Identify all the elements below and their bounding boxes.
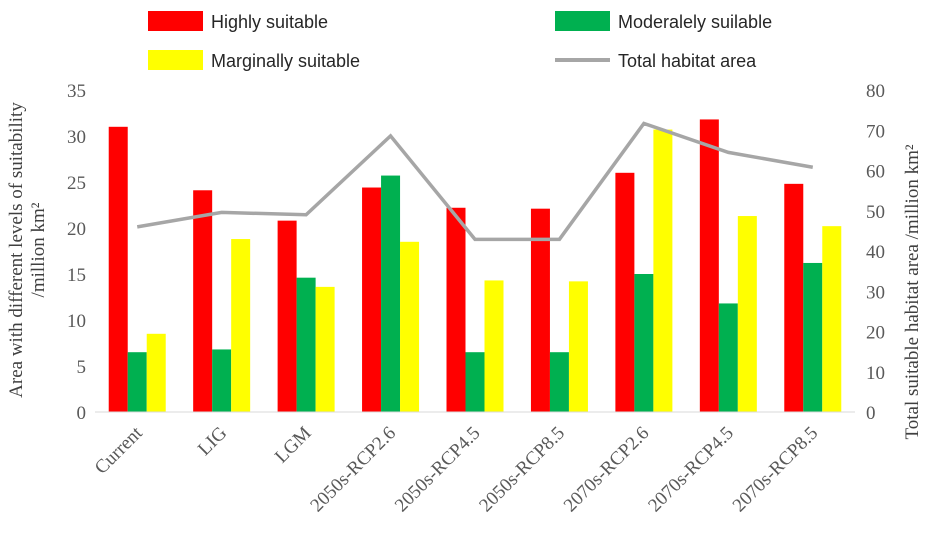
bar-highly-suitable	[362, 187, 382, 412]
y-tick-label: 35	[67, 81, 86, 102]
x-tick-label: LIG	[194, 422, 231, 459]
bar-marginally-suitable	[568, 281, 588, 412]
y2-tick-label: 40	[866, 242, 885, 263]
bar-marginally-suitable	[231, 239, 251, 412]
bar-highly-suitable	[699, 119, 719, 412]
bar-moderalely-suilable	[634, 274, 654, 412]
bar-highly-suitable	[193, 190, 213, 412]
y2-tick-label: 10	[866, 363, 885, 384]
y2-tick-label: 50	[866, 202, 885, 223]
legend-swatch-marginally-suitable	[148, 50, 203, 70]
x-tick-label: LGM	[271, 423, 316, 468]
bar-marginally-suitable	[653, 129, 673, 412]
bar-moderalely-suilable	[465, 352, 485, 412]
y2-tick-label: 70	[866, 121, 885, 142]
x-tick-label: 2050s-RCP8.5	[475, 423, 569, 517]
y-tick-label: 25	[67, 173, 86, 194]
y-axis-title-units: /million km²	[28, 202, 49, 297]
y-tick-label: 30	[67, 127, 86, 148]
x-tick-label: Current	[91, 422, 147, 478]
y-tick-label: 15	[67, 265, 86, 286]
y-tick-label: 20	[67, 219, 86, 240]
x-axis-ticks: Current LIG LGM2050s-RCP2.62050s-RCP4.5205…	[91, 422, 822, 516]
legend-label-marginally-suitable: Marginally suitable	[211, 51, 360, 71]
bar-moderalely-suilable	[381, 175, 401, 412]
legend: Highly suitable Moderalely suilable Marg…	[148, 11, 772, 71]
y-tick-label: 0	[77, 403, 87, 424]
bar-moderalely-suilable	[803, 262, 823, 412]
legend-label-moderately-suitable: Moderalely suilable	[618, 12, 772, 32]
bar-highly-suitable	[277, 220, 297, 412]
legend-swatch-moderately-suitable	[555, 11, 610, 31]
y-tick-label: 10	[67, 311, 86, 332]
x-tick-label: 2050s-RCP4.5	[391, 423, 485, 517]
y2-tick-label: 80	[866, 81, 885, 102]
bar-marginally-suitable	[315, 286, 335, 412]
bar-highly-suitable	[446, 207, 466, 412]
bar-moderalely-suilable	[718, 303, 738, 412]
lines	[136, 121, 814, 242]
bar-moderalely-suilable	[127, 352, 147, 412]
legend-swatch-highly-suitable	[148, 11, 203, 31]
bar-marginally-suitable	[484, 280, 504, 412]
line-total-habitat-area	[136, 121, 814, 242]
bar-moderalely-suilable	[296, 277, 316, 412]
bar-marginally-suitable	[822, 226, 842, 412]
y2-tick-label: 30	[866, 282, 885, 303]
bars	[108, 119, 842, 413]
x-tick-label: 2070s-RCP2.6	[560, 423, 654, 517]
bar-highly-suitable	[108, 126, 128, 413]
x-tick-label: 2050s-RCP2.6	[306, 423, 400, 517]
bar-highly-suitable	[530, 208, 550, 412]
bar-marginally-suitable	[737, 216, 757, 412]
y-axis-title: Area with different levels of suitabilit…	[6, 102, 27, 398]
x-tick-label: 2070s-RCP4.5	[644, 423, 738, 517]
bar-highly-suitable	[615, 172, 635, 412]
bar-moderalely-suilable	[549, 352, 569, 412]
bar-marginally-suitable	[146, 333, 166, 412]
y-tick-label: 5	[77, 357, 87, 378]
y2-axis-title: Total suitable habitat area /million km²	[902, 144, 923, 439]
y2-tick-label: 20	[866, 323, 885, 344]
bar-moderalely-suilable	[212, 349, 232, 412]
y2-axis-ticks: 0 10 20 30 40 50 60 70 80	[866, 81, 885, 424]
y-axis-ticks: 0 5 10 15 20 25 30 35	[67, 81, 86, 424]
y2-tick-label: 60	[866, 162, 885, 183]
bar-highly-suitable	[784, 183, 804, 412]
x-tick-label: 2070s-RCP8.5	[729, 423, 823, 517]
bar-marginally-suitable	[400, 241, 420, 412]
legend-label-highly-suitable: Highly suitable	[211, 12, 328, 32]
legend-label-total-habitat-area: Total habitat area	[618, 51, 757, 71]
y2-tick-label: 0	[866, 403, 876, 424]
